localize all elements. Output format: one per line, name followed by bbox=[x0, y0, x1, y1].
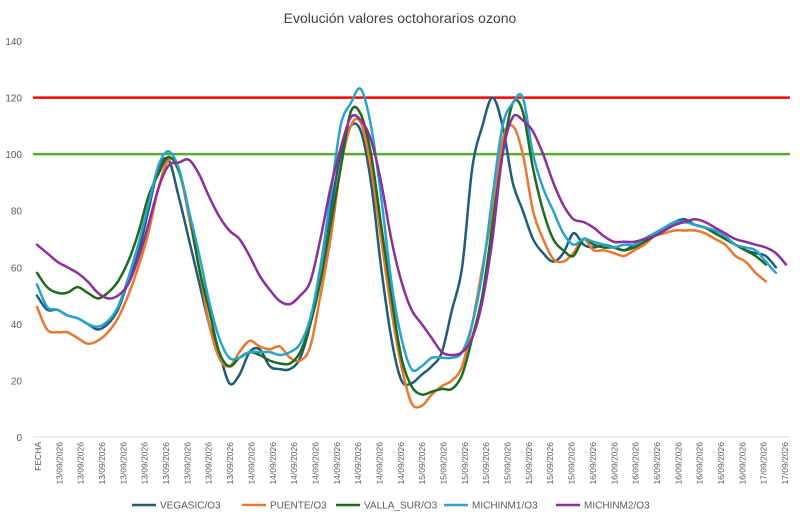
x-tick-label: 14/09/2026 bbox=[332, 442, 342, 485]
x-tick-label: 17/09/2026 bbox=[759, 442, 769, 485]
x-tick-label: 15/09/2026 bbox=[567, 442, 577, 485]
x-tick-label: 16/09/2026 bbox=[631, 442, 641, 485]
x-tick-label: 15/09/2026 bbox=[481, 442, 491, 485]
x-tick-label: 16/09/2026 bbox=[737, 442, 747, 485]
x-tick-label: 15/09/2026 bbox=[460, 442, 470, 485]
x-tick-label: 13/09/2026 bbox=[76, 442, 86, 485]
x-tick-label: 15/09/2026 bbox=[439, 442, 449, 485]
y-tick-label: 20 bbox=[11, 376, 23, 387]
x-tick-label: 13/09/2026 bbox=[140, 442, 150, 485]
x-tick-label: 14/09/2026 bbox=[310, 442, 320, 485]
x-tick-label: 14/09/2026 bbox=[268, 442, 278, 485]
x-tick-label: 15/09/2026 bbox=[524, 442, 534, 485]
y-tick-label: 120 bbox=[5, 94, 22, 105]
x-tick-label: 17/09/2026 bbox=[780, 442, 790, 485]
x-axis: FECHA 13/09/2026 13/09/2026 13/09/2026 13/09… bbox=[33, 436, 790, 485]
chart-title: Evolución valores octohorarios ozono bbox=[284, 10, 517, 26]
x-tick-label: 13/09/2026 bbox=[161, 442, 171, 485]
x-tick-label: 16/09/2026 bbox=[588, 442, 598, 485]
y-tick-label: 140 bbox=[5, 37, 22, 48]
y-tick-label: 60 bbox=[11, 263, 23, 274]
x-tick-label: 14/09/2026 bbox=[374, 442, 384, 485]
legend-label: PUENTE/O3 bbox=[270, 501, 327, 512]
x-tick-label: 14/09/2026 bbox=[396, 442, 406, 485]
legend-label: MICHINM2/O3 bbox=[584, 501, 650, 512]
y-axis: 0 20 40 60 80 100 120 140 bbox=[5, 37, 22, 444]
x-tick-label: 13/09/2026 bbox=[182, 442, 192, 485]
reference-lines bbox=[33, 96, 790, 156]
x-tick-label: 14/09/2026 bbox=[289, 442, 299, 485]
y-tick-label: 100 bbox=[5, 150, 22, 161]
series-lines bbox=[35, 87, 788, 409]
x-tick-label: 16/09/2026 bbox=[716, 442, 726, 485]
series-line-michinm1-o3 bbox=[35, 87, 778, 373]
x-tick-label: 13/09/2026 bbox=[225, 442, 235, 485]
x-tick-label: 15/09/2026 bbox=[545, 442, 555, 485]
legend-label: MICHINM1/O3 bbox=[472, 501, 538, 512]
series-line-michinm2-o3 bbox=[35, 113, 788, 357]
x-tick-label: 13/09/2026 bbox=[54, 442, 64, 485]
legend: VEGASIC/O3 PUENTE/O3 VALLA_SUR/O3 MICHINM1/… bbox=[132, 501, 650, 512]
x-tick-label: 14/09/2026 bbox=[246, 442, 256, 485]
legend-label: VEGASIC/O3 bbox=[160, 501, 221, 512]
y-tick-label: 40 bbox=[11, 320, 23, 331]
x-tick-label: 16/09/2026 bbox=[695, 442, 705, 485]
y-tick-label: 80 bbox=[11, 207, 23, 218]
x-tick-label: 16/09/2026 bbox=[609, 442, 619, 485]
x-tick-label: 13/09/2026 bbox=[118, 442, 128, 485]
x-tick-label: 13/09/2026 bbox=[97, 442, 107, 485]
x-tick-label: 16/09/2026 bbox=[652, 442, 662, 485]
x-tick-label: 15/09/2026 bbox=[503, 442, 513, 485]
x-tick-label: FECHA bbox=[33, 442, 43, 471]
x-tick-label: 15/09/2026 bbox=[417, 442, 427, 485]
x-tick-label: 13/09/2026 bbox=[204, 442, 214, 485]
x-tick-label: 16/09/2026 bbox=[673, 442, 683, 485]
series-line-valla-sur-o3 bbox=[35, 98, 768, 397]
x-tick-label: 14/09/2026 bbox=[353, 442, 363, 485]
y-tick-label: 0 bbox=[16, 433, 22, 444]
legend-label: VALLA_SUR/O3 bbox=[364, 501, 438, 512]
